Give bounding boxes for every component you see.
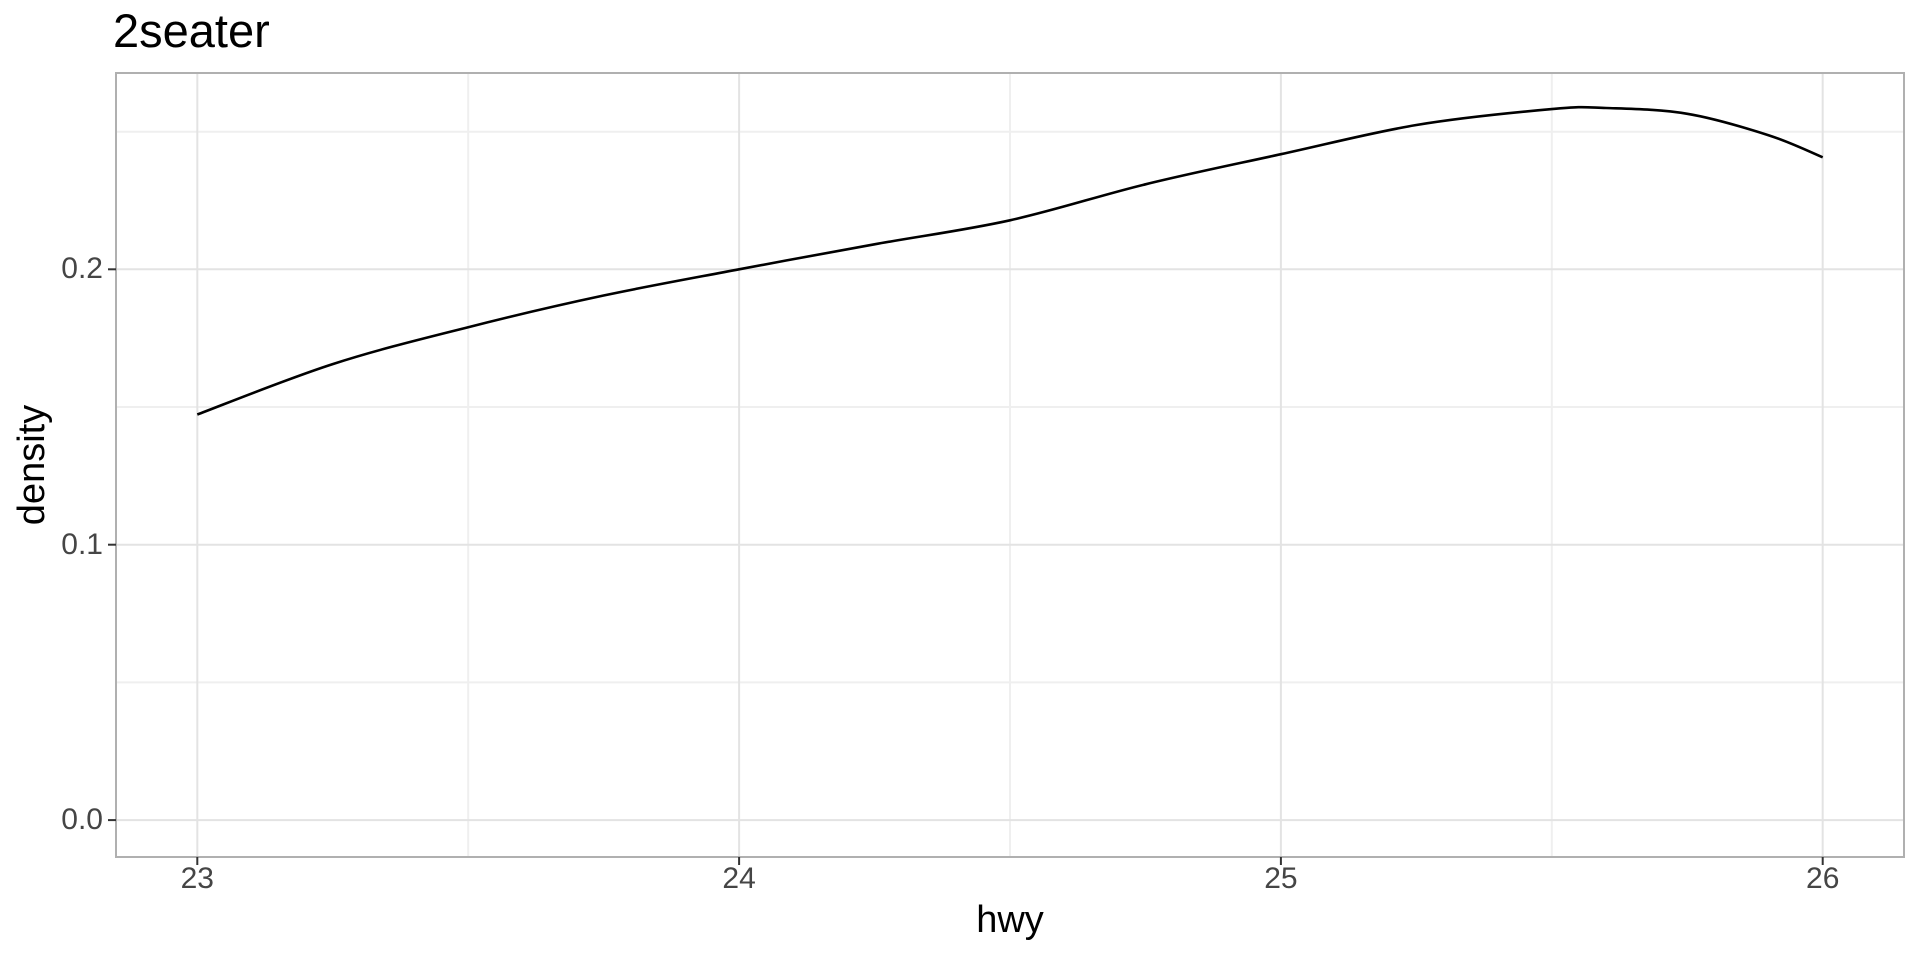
x-tick-label: 24 (722, 862, 756, 895)
grid-major (116, 73, 1904, 857)
y-tick-label: 0.2 (61, 252, 103, 286)
plot-title: 2seater (113, 4, 270, 57)
axis-tick-marks (108, 268, 1824, 865)
grid-minor (116, 73, 1904, 857)
panel-border (115, 72, 1905, 858)
density-curve (196, 105, 1824, 416)
x-tick-label: 25 (1264, 862, 1298, 895)
x-tick-label: 26 (1806, 862, 1840, 895)
y-tick-label: 0.1 (61, 527, 103, 561)
x-axis-title: hwy (976, 899, 1044, 941)
x-tick-label: 23 (180, 862, 214, 895)
y-tick-label: 0.0 (61, 803, 103, 837)
